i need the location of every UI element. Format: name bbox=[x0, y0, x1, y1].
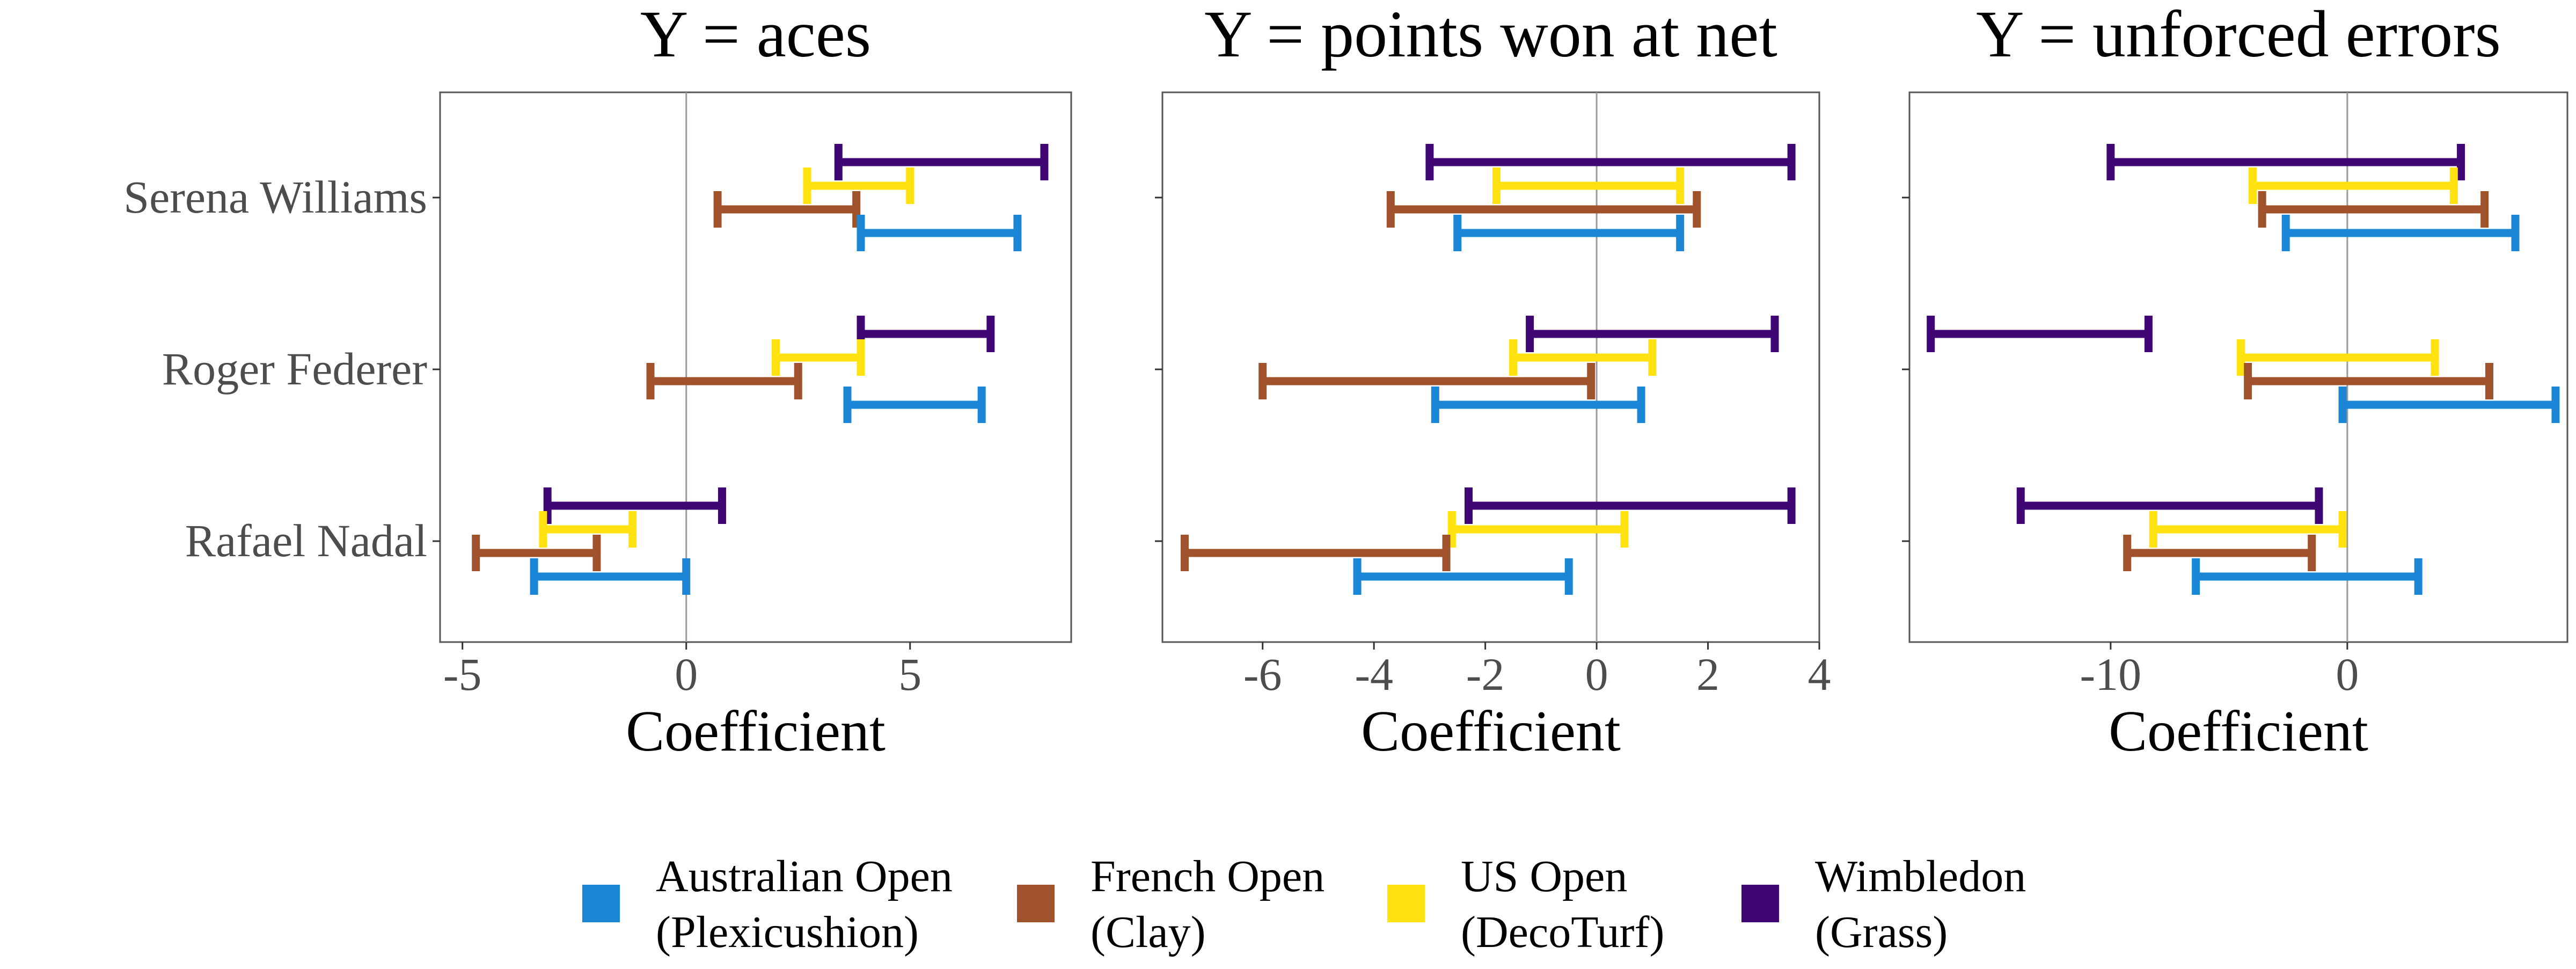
legend-label-line1: French Open bbox=[1091, 851, 1324, 901]
panel-1: Y = aces -5 0 5 Coefficient bbox=[433, 0, 1072, 763]
legend: Australian Open (Plexicushion) French Open… bbox=[582, 851, 2026, 957]
errorbar-ao-2 bbox=[1431, 387, 1645, 423]
legend-swatch bbox=[1387, 885, 1425, 922]
errorbar-ao-2 bbox=[843, 387, 986, 423]
x-tick-label: 0 bbox=[675, 649, 698, 700]
errorbar-fo-3 bbox=[1180, 535, 1451, 571]
x-tick-label: -10 bbox=[2080, 649, 2142, 700]
errorbar-fo-3 bbox=[472, 535, 601, 571]
panel-border bbox=[439, 91, 1072, 643]
legend-item-ao: Australian Open (Plexicushion) bbox=[582, 851, 953, 957]
x-tick-label: -2 bbox=[1466, 649, 1505, 700]
errorbar-ao-2 bbox=[2338, 387, 2560, 423]
legend-item-fo: French Open (Clay) bbox=[1017, 851, 1324, 957]
legend-label-line1: Australian Open bbox=[656, 851, 953, 901]
x-tick-label: 5 bbox=[898, 649, 921, 700]
panel-2: Y = points won at net -6 -4 -2 0 2 4 Coefficien… bbox=[1155, 0, 1831, 763]
errorbar-fo-2 bbox=[646, 363, 802, 399]
x-axis-label: Coefficient bbox=[1361, 700, 1621, 763]
errorbar-fo-2 bbox=[1258, 363, 1596, 399]
errorbar-ao-1 bbox=[2281, 215, 2520, 251]
x-tick-label: -6 bbox=[1243, 649, 1282, 700]
errorbar-ao-3 bbox=[2192, 558, 2423, 595]
errorbar-uso-3 bbox=[1447, 511, 1629, 548]
errorbar-fo-3 bbox=[2123, 535, 2316, 571]
errorbar-uso-1 bbox=[2248, 167, 2458, 204]
x-tick-label: 2 bbox=[1696, 649, 1719, 700]
panel-title: Y = points won at net bbox=[1204, 0, 1777, 71]
errorbar-fo-2 bbox=[2244, 363, 2493, 399]
errorbar-wim-2 bbox=[857, 316, 995, 352]
panel-title: Y = unforced errors bbox=[1976, 0, 2501, 71]
y-axis-label: Roger Federer bbox=[162, 343, 427, 395]
errorbar-uso-2 bbox=[772, 339, 865, 376]
legend-label-line1: Wimbledon bbox=[1815, 851, 2026, 901]
x-axis-label: Coefficient bbox=[2109, 700, 2368, 763]
legend-label-line2: (Plexicushion) bbox=[656, 907, 919, 957]
errorbar-uso-1 bbox=[1492, 167, 1685, 204]
legend-label-line2: (Grass) bbox=[1815, 907, 1948, 957]
errorbar-uso-3 bbox=[539, 511, 637, 548]
errorbar-wim-1 bbox=[834, 144, 1049, 180]
errorbar-wim-3 bbox=[543, 487, 726, 524]
legend-label-line2: (DecoTurf) bbox=[1461, 907, 1664, 957]
panel-border bbox=[1908, 91, 2568, 643]
legend-swatch bbox=[1017, 885, 1055, 922]
y-axis-label: Serena Williams bbox=[123, 171, 427, 223]
errorbar-fo-1 bbox=[2258, 191, 2489, 228]
panel-border bbox=[1161, 91, 1820, 643]
y-axis-labels: Serena Williams Roger Federer Rafael Nadal bbox=[123, 171, 427, 566]
x-tick-label: 4 bbox=[1808, 649, 1831, 700]
errorbar-wim-1 bbox=[1425, 144, 1796, 180]
errorbar-ao-1 bbox=[1453, 215, 1685, 251]
legend-item-uso: US Open (DecoTurf) bbox=[1387, 851, 1664, 957]
legend-item-wim: Wimbledon (Grass) bbox=[1741, 851, 2026, 957]
errorbar-wim-1 bbox=[2106, 144, 2465, 180]
legend-swatch bbox=[582, 885, 620, 922]
x-tick-label: 0 bbox=[1585, 649, 1608, 700]
panel-title: Y = aces bbox=[640, 0, 871, 71]
errorbar-wim-2 bbox=[1526, 316, 1779, 352]
errorbar-ao-3 bbox=[530, 558, 691, 595]
x-tick-label: 0 bbox=[2336, 649, 2359, 700]
legend-swatch bbox=[1741, 885, 1779, 922]
errorbar-uso-2 bbox=[1509, 339, 1657, 376]
errorbar-uso-2 bbox=[2236, 339, 2439, 376]
errorbar-wim-3 bbox=[1465, 487, 1796, 524]
errorbar-uso-3 bbox=[2149, 511, 2347, 548]
x-tick-label: -5 bbox=[443, 649, 482, 700]
x-tick-label: -4 bbox=[1355, 649, 1393, 700]
y-axis-label: Rafael Nadal bbox=[185, 515, 427, 566]
legend-label-line1: US Open bbox=[1461, 851, 1627, 901]
errorbar-wim-2 bbox=[1927, 316, 2153, 352]
errorbar-fo-1 bbox=[713, 191, 861, 228]
errorbar-ao-3 bbox=[1353, 558, 1573, 595]
x-axis-label: Coefficient bbox=[626, 700, 885, 763]
legend-label-line2: (Clay) bbox=[1091, 907, 1206, 957]
errorbar-uso-1 bbox=[803, 167, 914, 204]
errorbar-wim-3 bbox=[2016, 487, 2323, 524]
errorbar-ao-1 bbox=[857, 215, 1022, 251]
errorbar-fo-1 bbox=[1386, 191, 1701, 228]
